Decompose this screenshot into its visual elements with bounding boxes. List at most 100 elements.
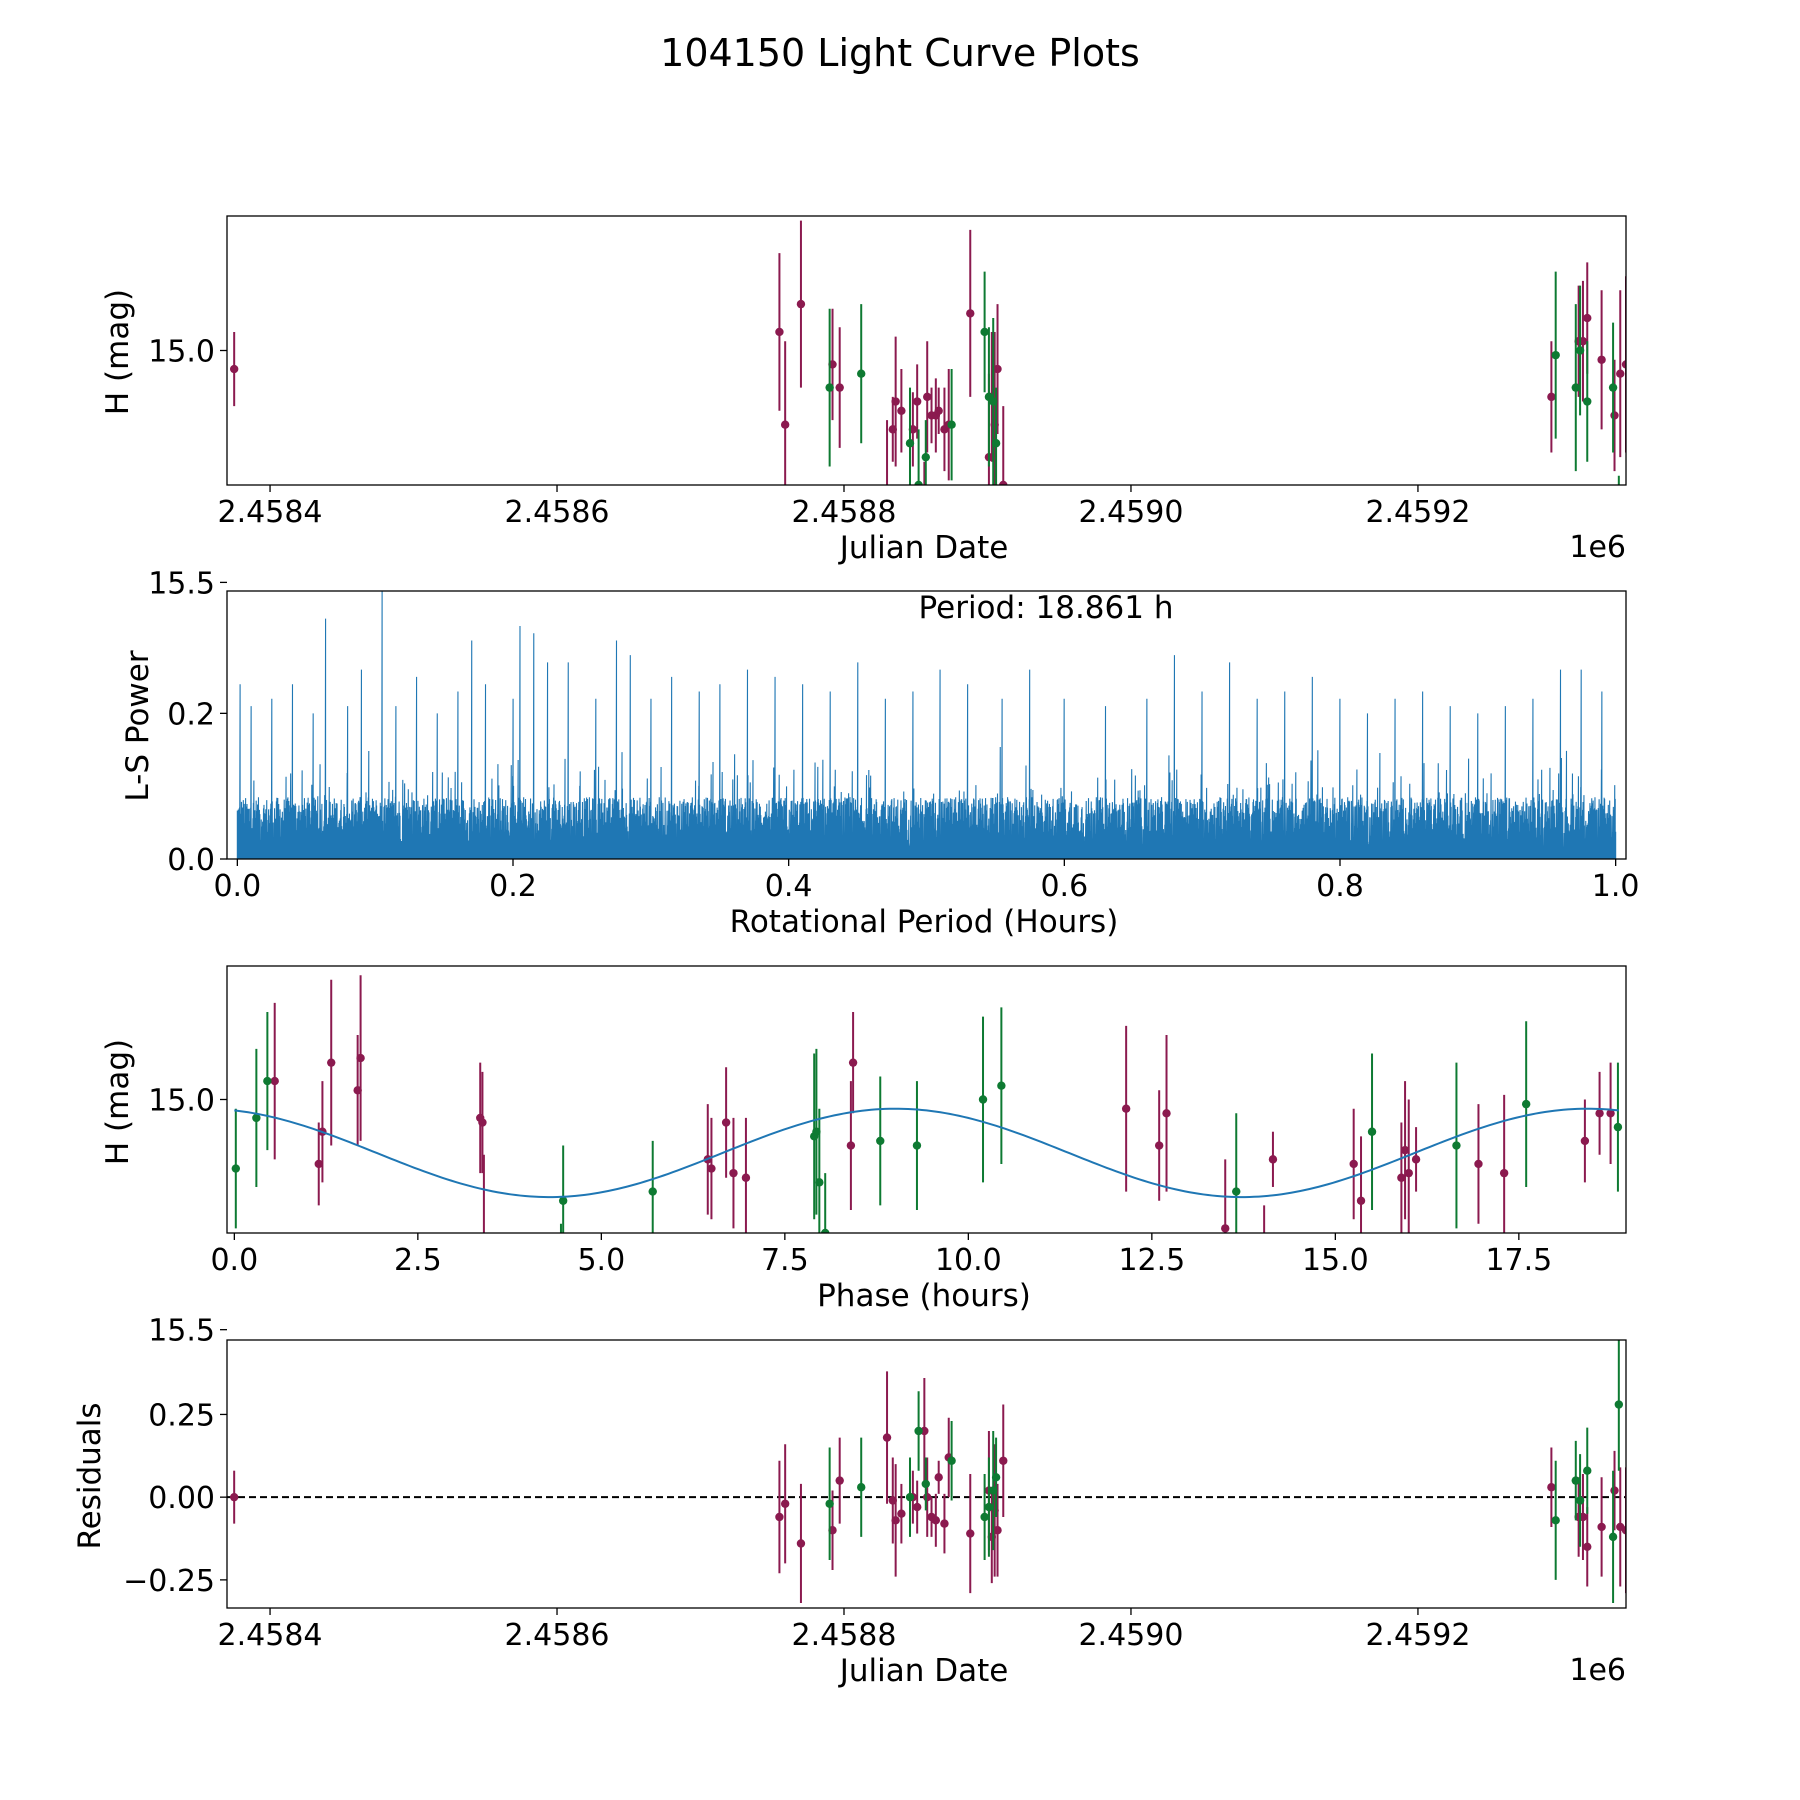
lightcurve-xtick-label: 2.4588 bbox=[792, 495, 897, 530]
phased-point bbox=[1613, 1122, 1623, 1132]
residuals-point bbox=[940, 1519, 949, 1528]
phased-point bbox=[1356, 1196, 1366, 1205]
phased-point bbox=[270, 1076, 279, 1086]
residuals-point bbox=[882, 1433, 892, 1442]
phased-point bbox=[1221, 1224, 1230, 1233]
phased-ytick-label: 15.0 bbox=[148, 1084, 215, 1119]
phased-point bbox=[648, 1187, 657, 1196]
residuals-point bbox=[923, 1492, 932, 1502]
residuals-point bbox=[947, 1456, 956, 1465]
lightcurve-point bbox=[999, 480, 1008, 485]
lightcurve-point bbox=[775, 327, 784, 337]
residuals-ylabel: Residuals bbox=[72, 1402, 108, 1549]
residuals-point bbox=[934, 1473, 943, 1482]
residuals-xtick-label: 2.4592 bbox=[1365, 1618, 1470, 1653]
lightcurve-point bbox=[1621, 360, 1626, 369]
periodogram-xtick-label: 0.0 bbox=[213, 869, 261, 904]
phased-point bbox=[1268, 1155, 1278, 1164]
lightcurve-point bbox=[1610, 411, 1619, 420]
phased-point bbox=[252, 1113, 261, 1123]
phased-xtick-label: 2.5 bbox=[394, 1243, 442, 1278]
lightcurve-point bbox=[897, 406, 906, 415]
phased-xlabel: Phase (hours) bbox=[817, 1278, 1031, 1314]
lightcurve-point bbox=[1551, 350, 1560, 360]
phased-point bbox=[478, 1118, 487, 1127]
residuals-point bbox=[1547, 1483, 1556, 1492]
residuals-ytick-label: −0.25 bbox=[123, 1564, 215, 1599]
periodogram-xtick-label: 0.6 bbox=[1040, 869, 1088, 904]
residuals-point bbox=[1597, 1522, 1606, 1532]
residuals-point bbox=[966, 1529, 975, 1538]
lightcurve-xtick-label: 2.4586 bbox=[505, 495, 610, 530]
phased-xtick-label: 5.0 bbox=[577, 1243, 625, 1278]
phased-point bbox=[721, 1118, 731, 1127]
residuals-point bbox=[780, 1499, 790, 1508]
residuals-point bbox=[914, 1426, 923, 1436]
periodogram-xlabel: Rotational Period (Hours) bbox=[730, 904, 1119, 940]
lightcurve-point bbox=[825, 383, 834, 392]
phased-point bbox=[848, 1058, 858, 1067]
lightcurve-point bbox=[980, 327, 989, 337]
periodogram-xtick-label: 0.2 bbox=[489, 869, 537, 904]
period-annotation: Period: 18.861 h bbox=[919, 590, 1174, 626]
periodogram-ylabel: L-S Power bbox=[120, 650, 156, 801]
lightcurve-point bbox=[1597, 355, 1606, 364]
lightcurve-point bbox=[1571, 383, 1580, 392]
residuals-xlabel: Julian Date bbox=[838, 1653, 1009, 1689]
residuals-point bbox=[1551, 1516, 1560, 1525]
lightcurve-point bbox=[921, 452, 930, 462]
residuals-point bbox=[920, 1426, 929, 1436]
phased-fit-curve bbox=[234, 1107, 1619, 1199]
phased-point bbox=[912, 1141, 922, 1150]
phased-point bbox=[1397, 1173, 1406, 1182]
lightcurve-xtick-label: 2.4584 bbox=[218, 495, 323, 530]
phased-point bbox=[821, 1228, 830, 1233]
phased-xtick-label: 0.0 bbox=[210, 1243, 258, 1278]
lightcurve-point bbox=[1615, 564, 1623, 572]
phased-point bbox=[356, 1053, 365, 1063]
residuals-point bbox=[999, 1456, 1008, 1465]
phased-xtick-label: 7.5 bbox=[761, 1243, 809, 1278]
residuals-point bbox=[835, 1476, 844, 1485]
residuals-point bbox=[1583, 1466, 1592, 1475]
residuals-point bbox=[796, 1539, 806, 1548]
phased-point bbox=[978, 1095, 988, 1104]
phased-point bbox=[1411, 1155, 1421, 1164]
phased-point bbox=[1260, 1279, 1268, 1287]
lightcurve-point bbox=[780, 420, 790, 429]
phased-xtick-label: 15.0 bbox=[1302, 1243, 1369, 1278]
residuals-points-layer bbox=[229, 1340, 1626, 1604]
lightcurve-point bbox=[891, 397, 900, 406]
phased-point bbox=[707, 1164, 716, 1173]
lightcurve-point bbox=[966, 309, 975, 318]
periodogram-panel: Rotational Period (Hours) L-S Power Peri… bbox=[120, 590, 1640, 940]
phased-point bbox=[846, 1141, 856, 1150]
phased-point bbox=[876, 1136, 885, 1146]
phased-point bbox=[558, 1196, 568, 1205]
phased-point bbox=[1521, 1099, 1531, 1109]
residuals-point bbox=[991, 1473, 1001, 1482]
phased-panel: Phase (hours) H (mag) 0.0 2.5 5.0 7.5 10.0 12… bbox=[100, 965, 1627, 1349]
residuals-offset-label: 1e6 bbox=[1569, 1653, 1626, 1688]
phased-point bbox=[1452, 1141, 1461, 1150]
lightcurve-point bbox=[857, 369, 866, 378]
residuals-point bbox=[1583, 1542, 1592, 1551]
phased-point bbox=[1121, 1104, 1131, 1113]
periodogram-frame bbox=[226, 590, 1627, 860]
residuals-point bbox=[1575, 1496, 1585, 1505]
lightcurve-point bbox=[1575, 346, 1585, 355]
phased-point bbox=[1595, 1109, 1604, 1118]
phased-point bbox=[1606, 1109, 1615, 1118]
lightcurve-point bbox=[934, 406, 943, 415]
residuals-point bbox=[775, 1512, 784, 1522]
lightcurve-point bbox=[993, 364, 1002, 374]
phased-point bbox=[314, 1159, 323, 1169]
residuals-point bbox=[1571, 1476, 1580, 1485]
residuals-point bbox=[897, 1509, 906, 1518]
lightcurve-point bbox=[229, 364, 239, 374]
lightcurve-xlabel: Julian Date bbox=[838, 530, 1009, 566]
residuals-point bbox=[912, 1502, 922, 1512]
lightcurve-ytick-label: 15.0 bbox=[148, 335, 215, 370]
periodogram-ytick-label: 0.0 bbox=[167, 843, 215, 878]
phased-points-layer bbox=[231, 975, 1623, 1287]
